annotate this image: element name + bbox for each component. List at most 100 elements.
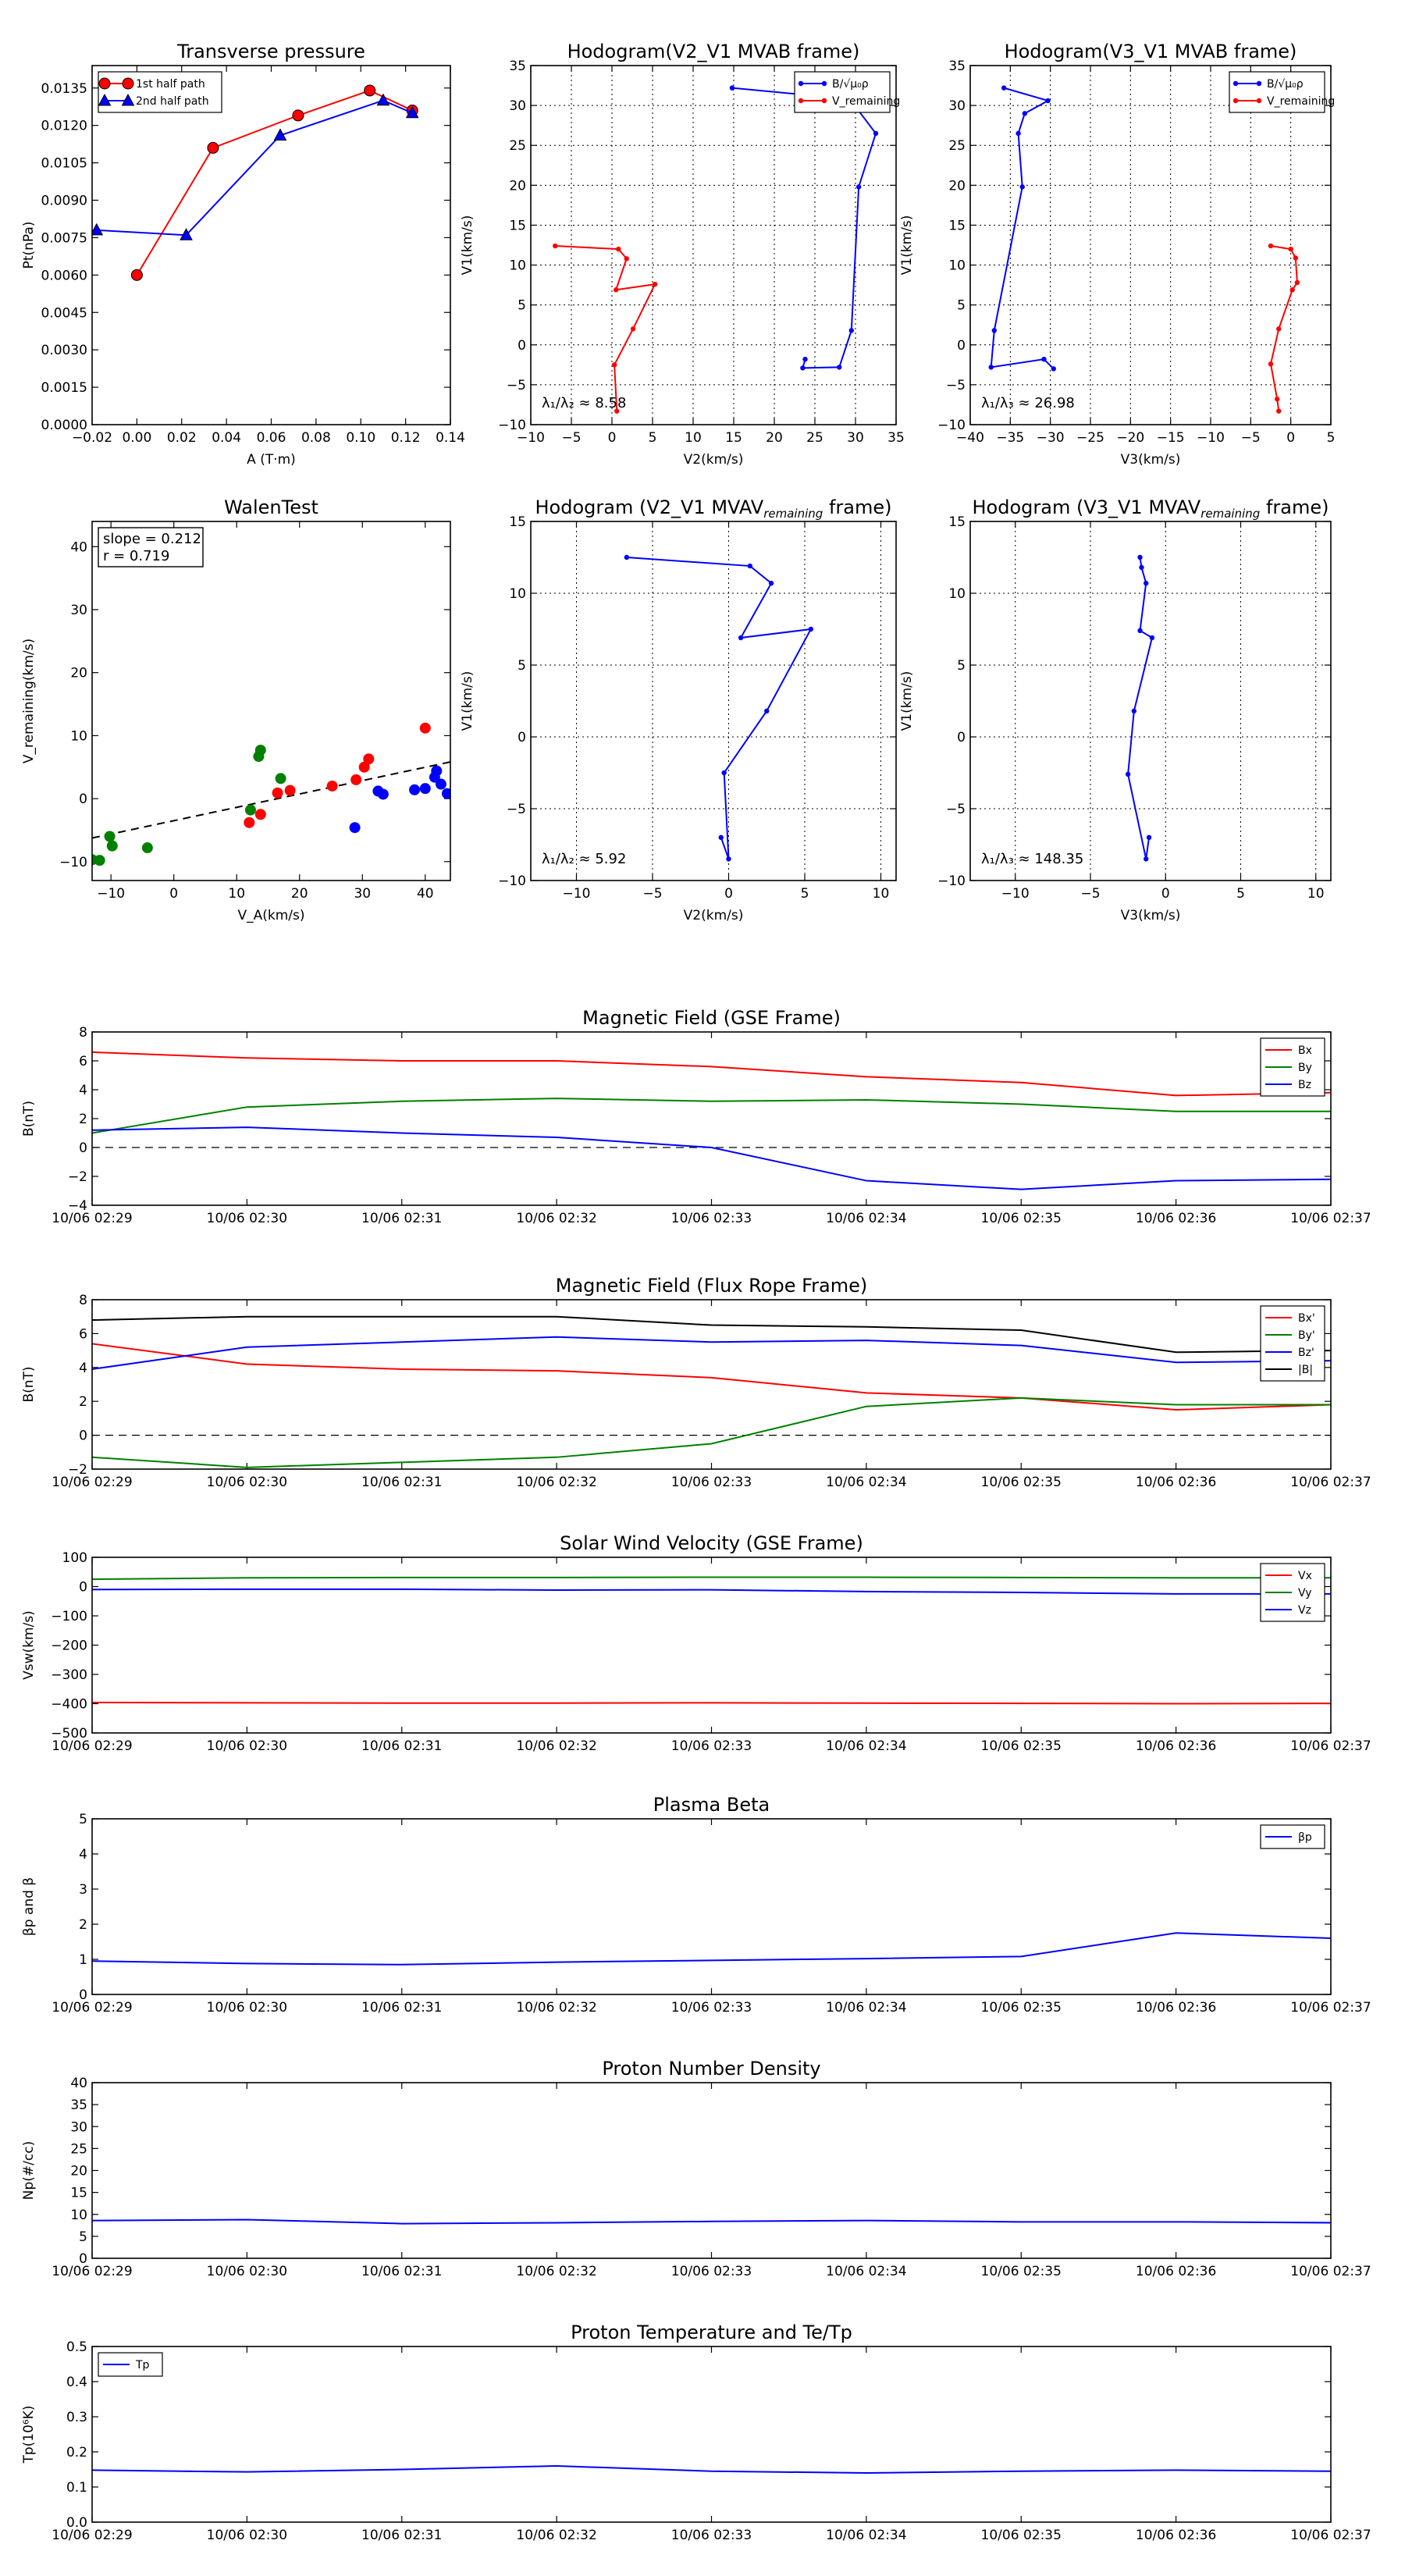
h2-series-point [1041, 356, 1047, 362]
h1-series-point [729, 85, 735, 91]
h3-eigen-ratio: λ₁/λ₂ ≈ 5.92 [542, 851, 626, 867]
vsw-xtick-label: 10/06 02:30 [207, 1738, 287, 1754]
h3-series-point [718, 834, 724, 841]
h2-series-point [1294, 279, 1300, 286]
np-ytick-label: 35 [70, 2097, 87, 2113]
h1-legend-marker [798, 80, 804, 87]
mag_fr-series-|B| [92, 1315, 1331, 1354]
beta-ytick-label: 0 [79, 1987, 87, 2003]
h4-series-point [1146, 834, 1152, 841]
h4-ytick-label: −10 [937, 873, 966, 889]
mag_gse-ylabel: B(nT) [21, 1101, 37, 1137]
h1-series-point [553, 243, 558, 249]
h2-xtick-label: −20 [1116, 430, 1144, 446]
walen-point-blue [441, 788, 450, 799]
mag_fr-xtick-label: 10/06 02:29 [52, 1475, 132, 1490]
mag_gse-title: Magnetic Field (GSE Frame) [582, 1007, 841, 1029]
h3-series-line [626, 557, 813, 859]
tpp-xtick-label: 10/06 02:31 [361, 2528, 442, 2543]
h4-eigen-ratio: λ₁/λ₃ ≈ 148.35 [981, 851, 1083, 867]
beta-xtick-label: 10/06 02:29 [52, 2000, 132, 2016]
h3-series-point [721, 770, 727, 776]
h4-xtick-label: −10 [1001, 886, 1030, 902]
h2-legend-marker [1256, 80, 1262, 87]
vsw-xtick-label: 10/06 02:31 [361, 1738, 442, 1754]
chart-tpp: 0.0 0.1 0.2 0.3 0.4 0.5 10/06 02:29 10/06 02:30… [21, 2322, 1371, 2543]
h2-series-point [1275, 397, 1280, 402]
walen-point-blue [409, 784, 421, 795]
walen-point-red [244, 817, 255, 828]
tpp-xtick-label: 10/06 02:32 [516, 2528, 596, 2543]
mag_gse-xtick-label: 10/06 02:36 [1136, 1211, 1216, 1226]
np-ytick-label: 5 [79, 2229, 87, 2245]
walen-point-blue [349, 822, 361, 834]
beta-plot-area [92, 1932, 1331, 1966]
tpp-xtick-label: 10/06 02:34 [826, 2528, 906, 2543]
h1-legend-box [794, 71, 891, 113]
vsw-legend-label: Vz [1298, 1604, 1311, 1617]
h1-xtick-label: 35 [887, 430, 905, 446]
h3-ytick-label: 5 [518, 658, 526, 674]
h1-xtick-label: −5 [561, 430, 581, 446]
h1-legend-label: V_remaining [832, 95, 900, 108]
chart-h2: −10 −5 0 5 10 15 20 25 30 35 −40 −35 −30 −25 −20 −15 −10… [899, 41, 1335, 468]
tpp-plot-area [92, 2464, 1331, 2475]
h4-ytick-label: 5 [957, 658, 966, 674]
mag_fr-ylabel: B(nT) [21, 1366, 37, 1402]
chart-mag_gse: −4 −2 0 2 4 6 8 10/06 02:29 10/06 02:30 10/06 02:… [21, 1007, 1371, 1226]
tp-series-point [292, 109, 304, 122]
mag_fr-legend-label: By' [1298, 1329, 1315, 1342]
chart-np: 0 5 10 15 20 25 30 35 40 10/06 02:29 10/06 02:30 10… [21, 2058, 1371, 2279]
h2-xtick-label: −10 [1197, 430, 1225, 446]
vsw-ytick-label: 0 [79, 1580, 87, 1596]
h1-frame [530, 65, 897, 425]
tp-series-point [180, 228, 193, 240]
h1-series-line [555, 245, 656, 411]
h2-frame [969, 65, 1332, 425]
h1-ytick-label: 15 [509, 218, 526, 233]
h4-series-point [1149, 635, 1155, 641]
np-ytick-label: 20 [70, 2164, 87, 2179]
h1-legend-label: B/√μ₀ρ [832, 78, 869, 91]
mag_fr-ytick-label: 8 [79, 1293, 87, 1308]
h2-series-point [1289, 287, 1295, 293]
h4-title: Hodogram (V3_V1 MVAVremaining frame) [973, 496, 1329, 521]
chart-beta: 0 1 2 3 4 5 10/06 02:29 10/06 02:30 10/06 02:31 1… [21, 1794, 1371, 2016]
mag_gse-xtick-label: 10/06 02:37 [1290, 1211, 1371, 1226]
mag_fr-xtick-label: 10/06 02:35 [981, 1475, 1062, 1490]
mag_gse-ytick-label: 4 [79, 1083, 87, 1098]
h1-ytick-label: 10 [509, 258, 526, 274]
mag_gse-legend-label: By [1298, 1062, 1312, 1074]
h2-ytick-label: 20 [948, 178, 966, 194]
walen-ytick-label: −10 [59, 855, 87, 870]
tpp-ytick-label: 0.2 [66, 2445, 87, 2460]
tp-series-line [136, 89, 413, 276]
mag_gse-xtick-label: 10/06 02:31 [361, 1211, 442, 1226]
h4-xtick-label: 0 [1161, 886, 1170, 902]
h1-series-point [802, 356, 808, 362]
mag_gse-xtick-label: 10/06 02:34 [826, 1211, 906, 1226]
walen-point-green [254, 744, 266, 756]
mag_gse-ytick-label: 2 [79, 1112, 87, 1127]
vsw-plot-area [92, 1576, 1331, 1705]
h2-series-point [1276, 326, 1282, 332]
np-xtick-label: 10/06 02:37 [1290, 2264, 1371, 2279]
tpp-ytick-label: 0.0 [66, 2515, 87, 2531]
h2-ytick-label: 0 [957, 338, 966, 354]
h2-xtick-label: −15 [1157, 430, 1185, 446]
mag_fr-xtick-label: 10/06 02:33 [671, 1475, 752, 1490]
h1-series-point [848, 328, 855, 333]
beta-legend-label: βp [1298, 1831, 1312, 1844]
h2-series-line [990, 87, 1055, 370]
chart-h4: −10 −5 0 5 10 15 −10 −5 0 5 10 λ₁/λ₃ ≈ 148.35 Hodogr… [899, 496, 1332, 923]
tpp-ylabel: Tp(10⁶K) [21, 2405, 37, 2464]
h1-ytick-label: 0 [518, 338, 526, 354]
vsw-ytick-label: −500 [51, 1726, 87, 1742]
h3-series-point [747, 563, 752, 569]
walen-xlabel: V_A(km/s) [237, 908, 304, 923]
h1-series-line [731, 87, 877, 369]
mag_gse-legend-label: Bz [1298, 1079, 1311, 1091]
np-ytick-label: 10 [70, 2208, 87, 2223]
tp-legend-marker [121, 93, 135, 106]
walen-ytick-label: 40 [70, 539, 87, 555]
